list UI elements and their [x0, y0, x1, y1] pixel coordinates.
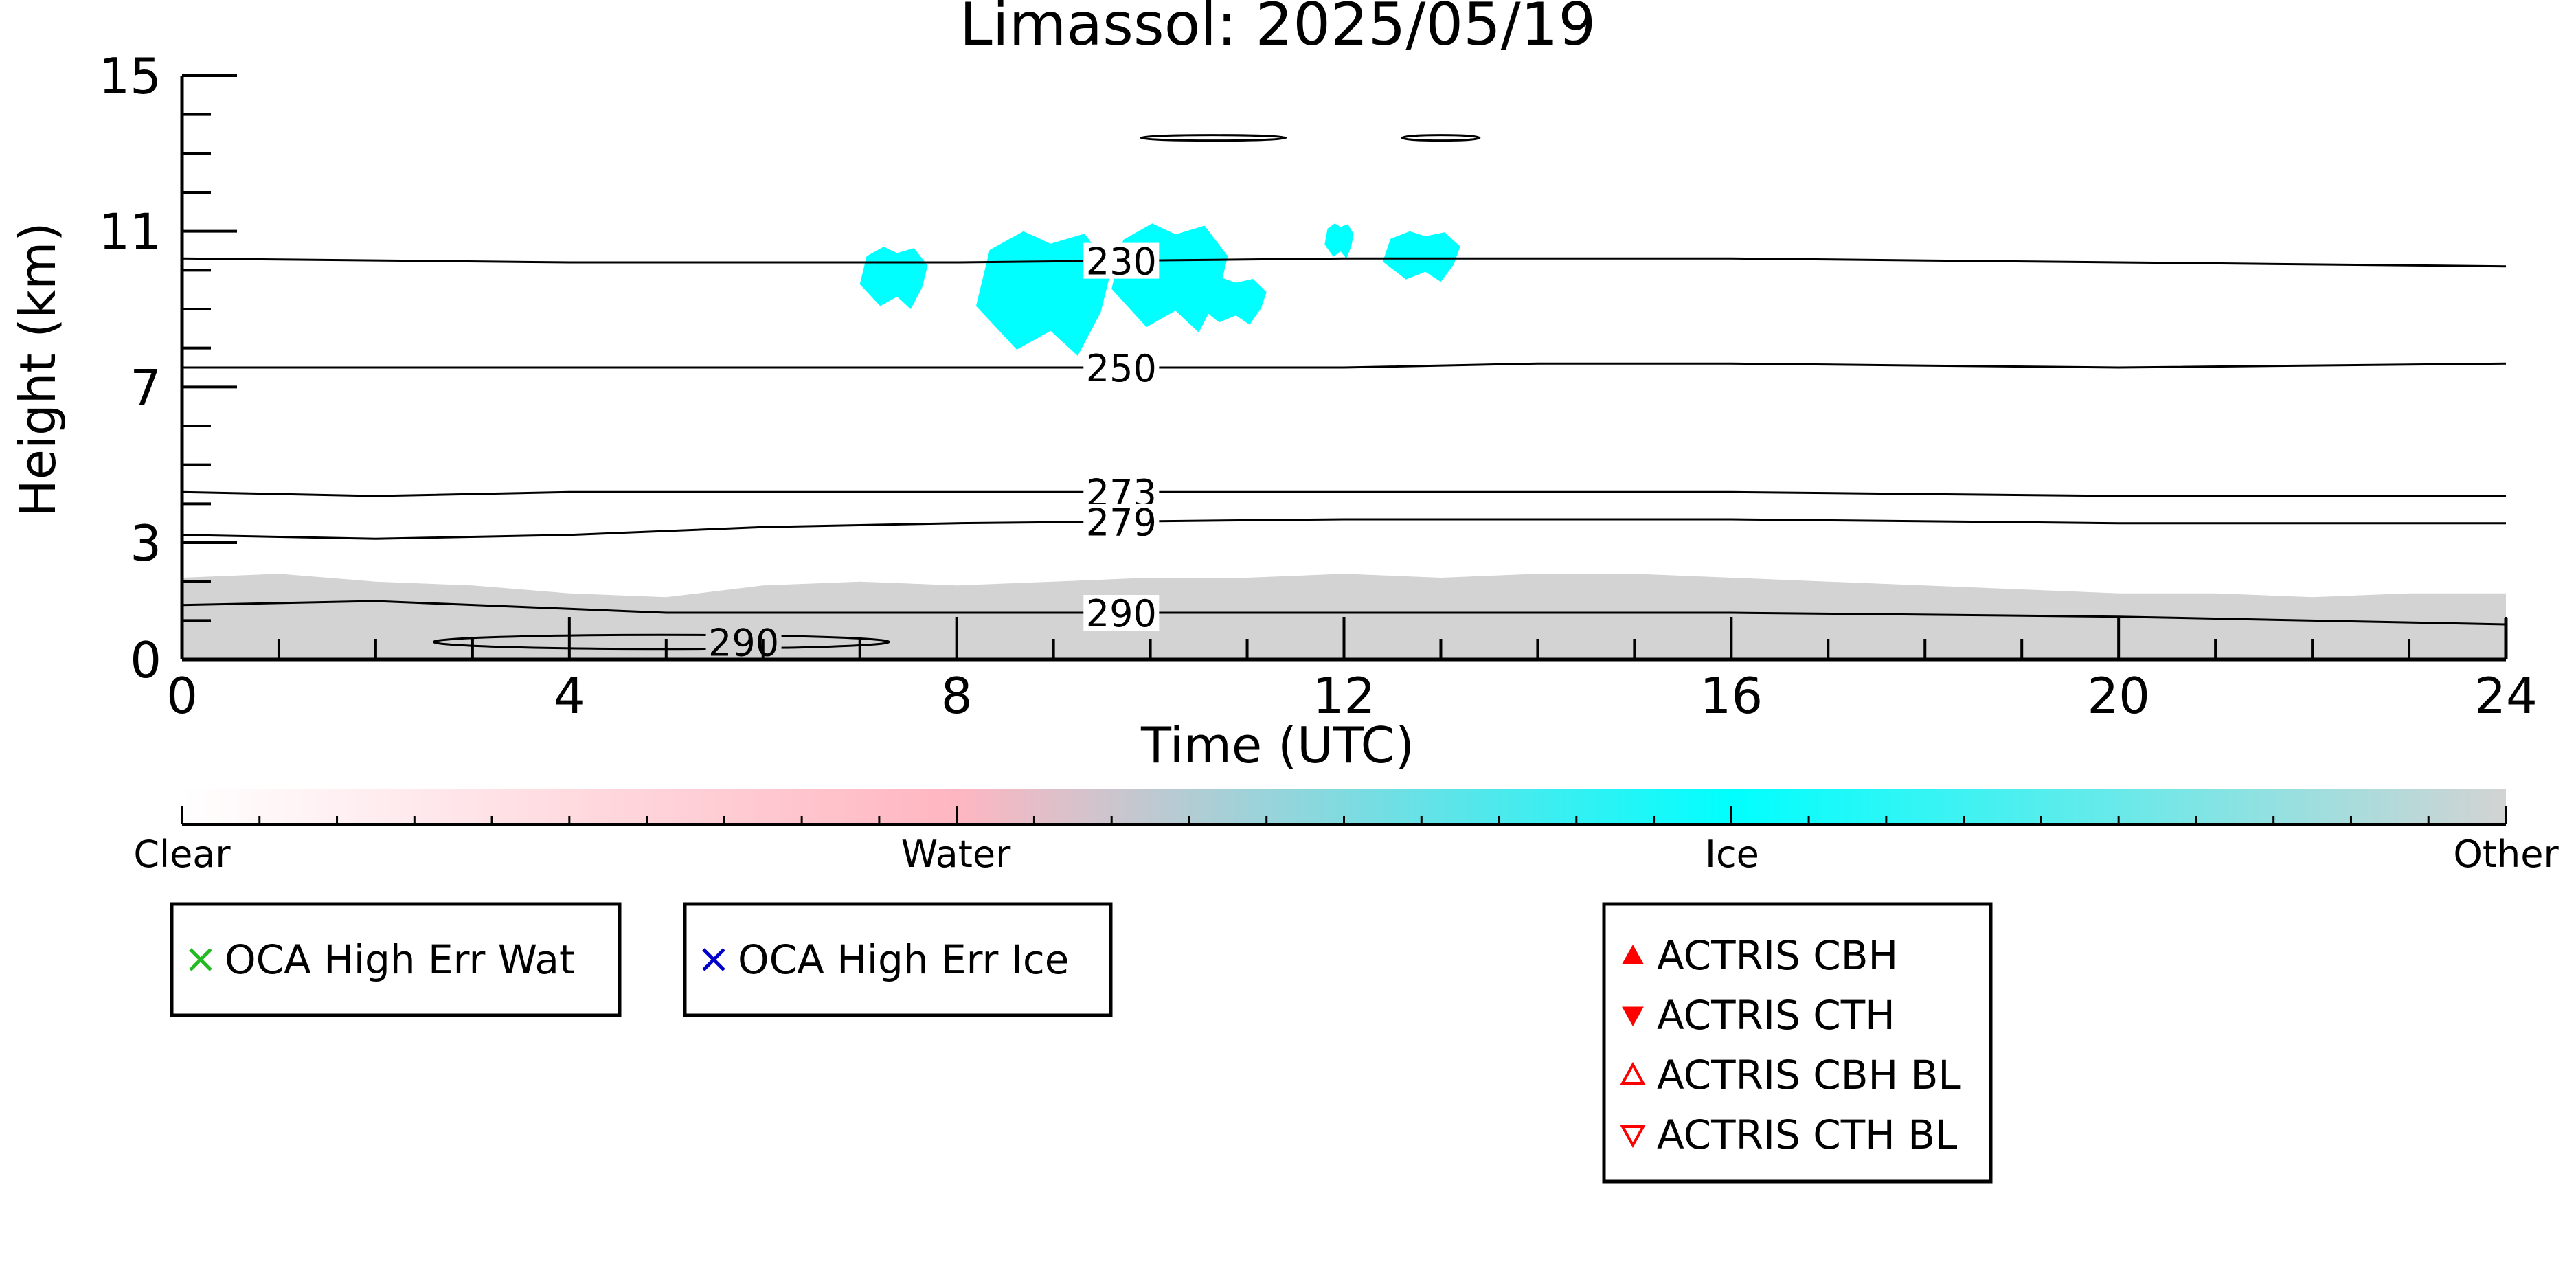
temperature-contour-line	[181, 490, 2506, 497]
closed-temperature-contour	[1139, 134, 1287, 142]
y-tick-label: 0	[130, 631, 161, 689]
colorbar-label: Clear	[133, 833, 231, 876]
x-axis-label: Time (UTC)	[1140, 716, 1414, 774]
y-tick-label: 7	[130, 359, 161, 416]
colorbar-label: Water	[901, 833, 1011, 876]
x-tick-label: 4	[554, 667, 585, 725]
legend-label: OCA High Err Ice	[738, 936, 1069, 983]
contour-label: 290	[708, 622, 779, 665]
legend-triangle-marker	[1622, 1006, 1644, 1027]
closed-temperature-contour	[432, 633, 890, 651]
x-tick-label: 16	[1700, 667, 1763, 725]
legend-x-marker	[189, 948, 212, 971]
contour-label: 290	[1086, 592, 1157, 635]
contour-label-background	[1083, 595, 1160, 631]
legend-triangle-marker	[1620, 1061, 1646, 1085]
legend-box: OCA High Err Ice	[683, 902, 1113, 1017]
x-tick-label: 8	[941, 667, 973, 725]
legend-label: ACTRIS CTH BL	[1657, 1111, 1957, 1158]
ice-cloud-region	[1382, 231, 1460, 282]
legend-triangle-marker	[1622, 944, 1644, 964]
contour-label-background	[705, 624, 782, 659]
ice-cloud-region	[1324, 223, 1354, 259]
contour-label-background	[1083, 350, 1160, 385]
temperature-contour-line	[182, 362, 2507, 369]
legend-frame	[170, 902, 622, 1017]
legend-frame	[1602, 902, 1993, 1184]
x-tick-label: 0	[166, 667, 198, 725]
legend-box: OCA High Err Wat	[170, 902, 622, 1017]
contour-label: 230	[1086, 240, 1157, 284]
x-tick-label: 12	[1313, 667, 1376, 725]
legends: OCA High Err Wat OCA High Err Ice ACTRIS C…	[170, 902, 1993, 1184]
ice-cloud-region	[1199, 278, 1267, 325]
y-tick-label: 15	[98, 47, 161, 105]
classification-colorbar: Clear Water Ice Other	[133, 789, 2559, 876]
contour-label-background	[1083, 242, 1160, 279]
chart-title: Limassol: 2025/05/19	[960, 0, 1596, 59]
x-tick-label: 24	[2474, 667, 2538, 725]
colorbar-label: Other	[2453, 833, 2559, 876]
contour-label: 279	[1086, 501, 1157, 544]
temperature-contour-line	[181, 257, 2507, 268]
legend-label: OCA High Err Wat	[225, 936, 575, 983]
contour-label: 250	[1086, 347, 1157, 390]
x-tick-label: 20	[2087, 667, 2150, 725]
legend-triangle-marker	[1620, 1125, 1646, 1149]
ice-cloud-region	[859, 247, 928, 309]
legend-label: ACTRIS CBH	[1657, 932, 1898, 979]
temperature-contour-line	[181, 600, 2507, 626]
y-tick-label: 11	[98, 203, 161, 261]
colorbar-label: Ice	[1705, 833, 1759, 876]
legend-label: ACTRIS CBH BL	[1657, 1052, 1961, 1098]
temperature-contour-line	[181, 518, 2506, 540]
contour-label-background	[1083, 504, 1160, 540]
legend-label: ACTRIS CTH	[1657, 992, 1895, 1039]
closed-temperature-contour	[1401, 134, 1481, 142]
legend-x-marker	[702, 948, 725, 971]
legend-box: ACTRIS CBH ACTRIS CTH ACTRIS CBH BL ACTRIS …	[1602, 902, 1993, 1184]
legend-frame	[683, 902, 1113, 1017]
y-tick-label: 3	[130, 515, 161, 572]
y-axis-label: Height (km)	[9, 223, 67, 517]
